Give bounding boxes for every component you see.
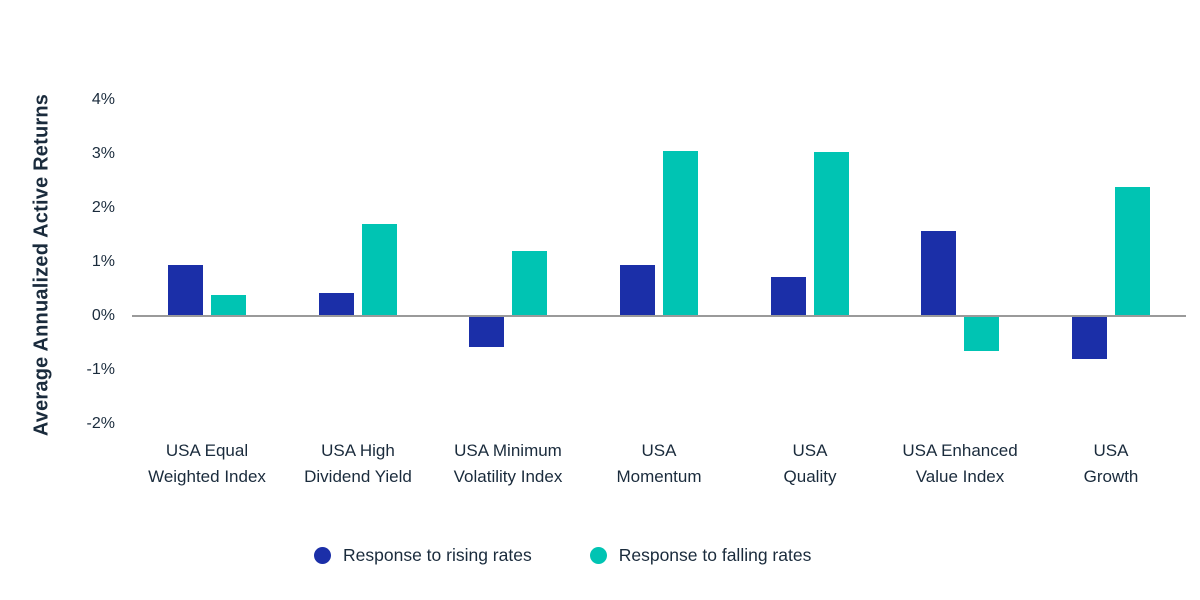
bar-falling [362, 224, 397, 316]
bar-falling [211, 294, 246, 316]
category-label: USA Equal Weighted Index [148, 441, 266, 486]
y-axis-tick-label: -2% [86, 415, 115, 432]
bar-rising [168, 264, 203, 316]
category-label: USA High Dividend Yield [304, 441, 412, 486]
y-axis-tick-label: 2% [91, 199, 115, 216]
legend-item-falling: Response to falling rates [589, 545, 812, 566]
category-label: USA Quality [783, 441, 837, 486]
bar-rising [620, 265, 655, 316]
category-label: USA Momentum [616, 441, 702, 486]
bar-falling [512, 251, 547, 316]
legend-dot-falling-icon [589, 547, 607, 564]
legend: Response to rising rates Response to fal… [314, 545, 811, 566]
bar-falling [814, 152, 849, 316]
y-axis-tick-label: -1% [86, 361, 115, 378]
bar-falling [964, 316, 999, 352]
legend-item-rising: Response to rising rates [314, 545, 532, 566]
legend-label-rising: Response to rising rates [343, 545, 532, 565]
bar-rising [1072, 316, 1107, 360]
category-label: USA Minimum Volatility Index [453, 441, 563, 486]
bar-rising [469, 316, 504, 348]
bar-rising [921, 231, 956, 316]
category-label: USA Enhanced Value Index [902, 441, 1018, 486]
y-axis-tick-label: 3% [91, 145, 115, 162]
y-axis-tick-label: 1% [91, 253, 115, 270]
bar-falling [663, 151, 698, 316]
bar-rising [771, 277, 806, 316]
plot-area [132, 80, 1186, 440]
legend-label-falling: Response to falling rates [618, 545, 812, 565]
legend-dot-rising-icon [314, 547, 331, 564]
y-axis-tick-label: 4% [91, 91, 115, 108]
category-label: USA Growth [1083, 441, 1139, 486]
x-axis-line [132, 315, 1186, 317]
y-axis-tick-label: 0% [91, 307, 115, 324]
bar-rising [319, 293, 354, 316]
bar-falling [1115, 187, 1150, 316]
